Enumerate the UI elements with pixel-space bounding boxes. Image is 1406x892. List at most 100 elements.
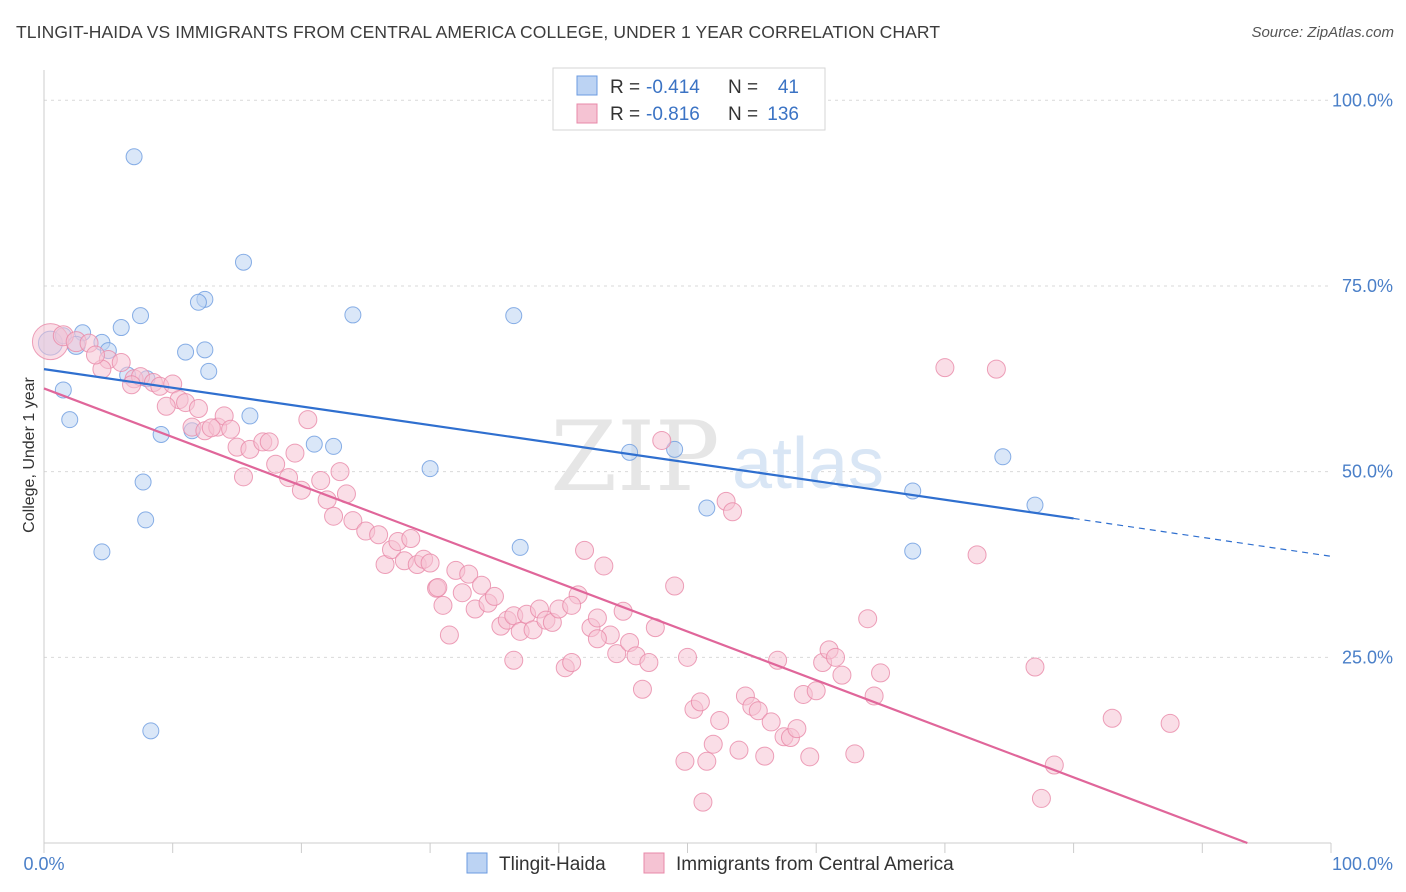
stats-r-value-1: -0.816 xyxy=(646,104,700,125)
y-tick-label-2: 75.0% xyxy=(1342,276,1393,296)
point-1-116 xyxy=(967,545,987,565)
point-0-27 xyxy=(344,306,362,324)
point-1-117 xyxy=(1025,657,1045,677)
point-0-7 xyxy=(112,319,130,337)
point-1-47 xyxy=(420,553,440,573)
point-0-24 xyxy=(241,407,259,425)
point-0-16 xyxy=(234,253,252,271)
point-1-110 xyxy=(845,744,865,764)
x-tick-labels: 0.0% 100.0% xyxy=(23,854,1393,874)
point-1-50 xyxy=(439,625,459,645)
point-1-39 xyxy=(369,525,389,545)
point-0-21 xyxy=(134,473,152,491)
stats-swatch-central-america xyxy=(576,103,598,124)
point-1-85 xyxy=(678,647,697,667)
point-1-29 xyxy=(285,443,305,463)
stats-n-value-1: 136 xyxy=(767,104,799,125)
point-1-31 xyxy=(298,410,318,430)
stats-r-value-0: -0.414 xyxy=(646,77,700,98)
point-1-35 xyxy=(330,462,350,482)
point-1-53 xyxy=(459,564,479,584)
point-0-13 xyxy=(189,293,207,311)
point-1-90 xyxy=(710,710,730,730)
point-1-126 xyxy=(675,751,695,771)
point-1-122 xyxy=(428,578,448,598)
point-1-114 xyxy=(935,358,955,378)
point-1-32 xyxy=(311,471,331,491)
point-0-18 xyxy=(196,341,214,359)
point-1-80 xyxy=(632,679,652,699)
point-1-93 xyxy=(729,740,749,760)
point-1-125 xyxy=(587,629,607,649)
series-immigrants-central-america-points xyxy=(31,323,1180,812)
point-1-92 xyxy=(723,502,743,522)
point-1-121 xyxy=(1160,713,1180,733)
point-1-52 xyxy=(452,583,472,603)
point-0-36 xyxy=(994,448,1012,466)
point-0-22 xyxy=(137,511,155,529)
point-0-38 xyxy=(142,722,160,740)
point-1-120 xyxy=(1102,708,1122,728)
legend-swatch-tlingit-haida xyxy=(466,852,488,874)
point-0-37 xyxy=(1026,496,1044,514)
point-1-5 xyxy=(111,352,131,372)
source-label: Source: ZipAtlas.com xyxy=(1251,24,1394,41)
point-1-104 xyxy=(800,747,820,767)
point-1-15 xyxy=(156,396,176,416)
y-tick-label-0: 25.0% xyxy=(1342,647,1393,667)
point-0-26 xyxy=(325,437,343,455)
stats-n-label-0: N = xyxy=(728,77,758,98)
point-1-96 xyxy=(748,701,768,721)
stats-n-value-0: 41 xyxy=(778,77,799,98)
point-0-28 xyxy=(505,307,523,325)
gridlines xyxy=(44,99,1331,658)
point-1-27 xyxy=(266,454,286,474)
point-1-76 xyxy=(607,644,627,664)
trend-lines xyxy=(43,368,1332,845)
point-1-127 xyxy=(693,792,713,812)
point-1-44 xyxy=(401,528,421,548)
point-1-25 xyxy=(259,432,279,452)
point-0-29 xyxy=(421,460,439,478)
stats-swatch-tlingit-haida xyxy=(576,75,598,96)
y-axis-label: College, Under 1 year xyxy=(21,377,38,533)
stats-r-label-1: R = xyxy=(610,104,640,125)
chart-title: TLINGIT-HAIDA VS IMMIGRANTS FROM CENTRAL… xyxy=(16,22,941,42)
point-1-57 xyxy=(484,586,504,606)
series-legend: Tlingit-Haida Immigrants from Central Am… xyxy=(466,852,954,875)
y-tick-label-1: 50.0% xyxy=(1342,462,1393,482)
watermark: ZIP atlas xyxy=(550,401,884,513)
point-1-124 xyxy=(562,595,582,615)
point-1-128 xyxy=(188,399,208,419)
point-1-123 xyxy=(504,650,524,670)
point-1-26 xyxy=(233,467,253,487)
x-tick-label-max: 100.0% xyxy=(1332,854,1393,874)
point-1-49 xyxy=(433,595,453,615)
watermark-atlas: atlas xyxy=(732,424,884,504)
point-0-10 xyxy=(61,411,79,429)
point-0-34 xyxy=(904,542,922,560)
point-0-33 xyxy=(698,499,716,517)
point-0-23 xyxy=(93,543,111,561)
point-1-113 xyxy=(871,663,891,683)
point-1-97 xyxy=(755,746,775,766)
stats-legend-box xyxy=(552,67,826,131)
legend-label-central-america: Immigrants from Central America xyxy=(676,854,954,875)
legend-swatch-central-america xyxy=(643,852,665,874)
point-1-55 xyxy=(472,575,492,595)
point-1-37 xyxy=(343,511,363,531)
point-1-69 xyxy=(562,653,582,673)
point-1-84 xyxy=(665,576,685,596)
trend-line-0 xyxy=(43,368,1074,520)
point-1-74 xyxy=(594,556,614,576)
point-1-20 xyxy=(221,419,241,439)
point-1-102 xyxy=(787,719,807,739)
y-tick-labels: 25.0% 50.0% 75.0% 100.0% xyxy=(1332,90,1393,667)
point-0-14 xyxy=(132,307,150,325)
trend-line-extension-0 xyxy=(1073,517,1332,557)
point-1-119 xyxy=(1031,788,1051,808)
point-1-108 xyxy=(826,647,846,667)
point-1-87 xyxy=(690,692,710,712)
point-1-89 xyxy=(703,734,723,754)
trend-line-1 xyxy=(43,387,1248,845)
